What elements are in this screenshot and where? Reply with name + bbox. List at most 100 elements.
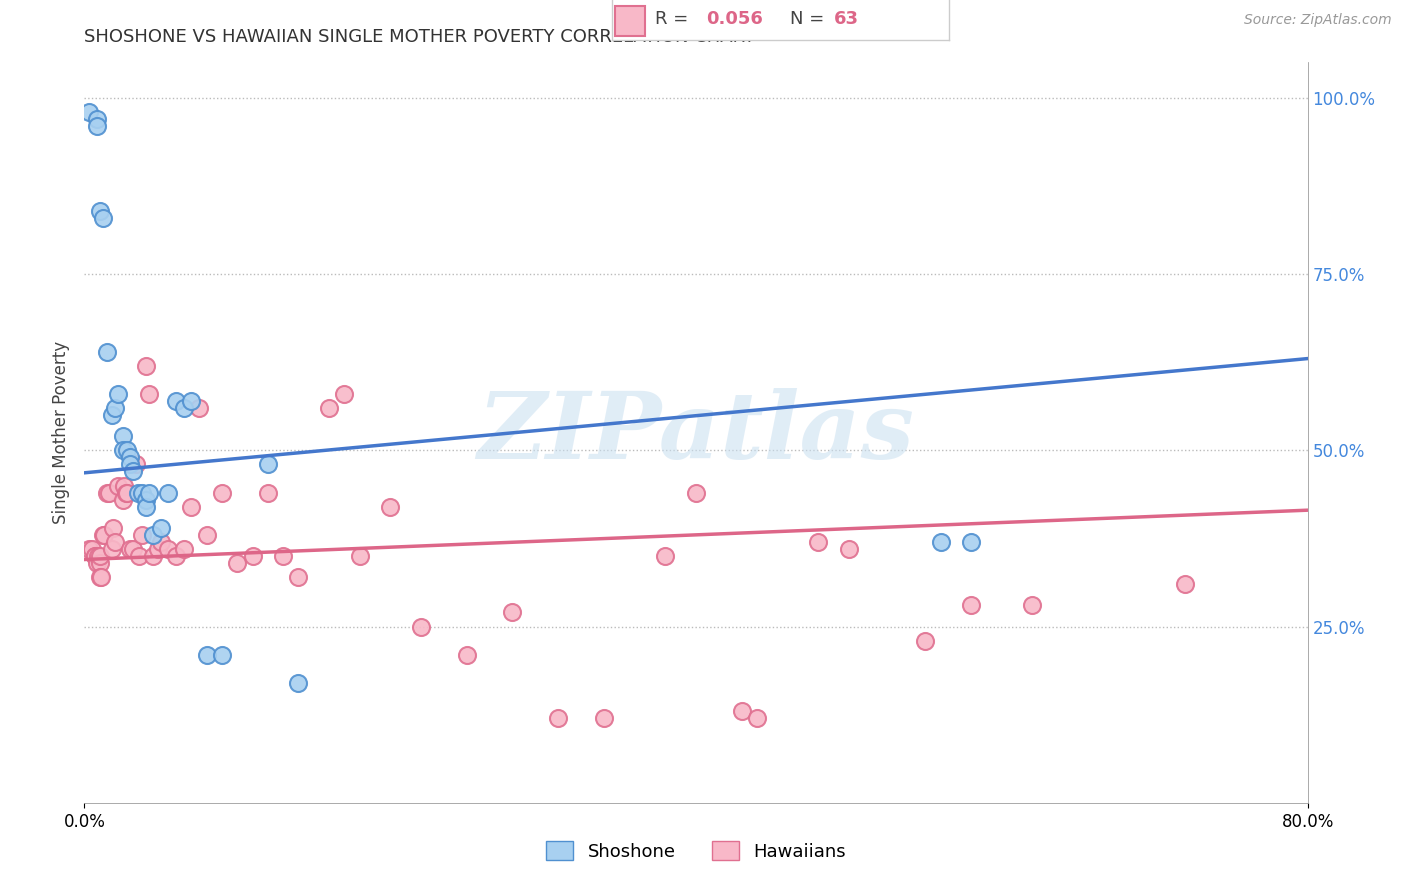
Point — [122, 541, 145, 556]
Point — [131, 528, 153, 542]
Point — [287, 676, 309, 690]
Point — [107, 478, 129, 492]
Point — [1021, 599, 1043, 613]
Point — [838, 541, 860, 556]
Point — [111, 429, 134, 443]
Point — [654, 549, 676, 563]
Text: R =: R = — [655, 11, 695, 29]
Point — [89, 549, 111, 563]
Point — [456, 648, 478, 662]
Bar — [614, 5, 645, 36]
Point — [502, 606, 524, 620]
Point — [157, 485, 180, 500]
Point — [120, 541, 142, 556]
Point — [111, 492, 134, 507]
Point — [89, 570, 111, 584]
Point — [125, 458, 148, 472]
Point — [77, 104, 100, 119]
Point — [257, 485, 280, 500]
Point — [188, 401, 211, 415]
Point — [101, 541, 124, 556]
Point — [104, 535, 127, 549]
Point — [349, 549, 371, 563]
Point — [211, 648, 233, 662]
Point — [157, 541, 180, 556]
Point — [149, 535, 172, 549]
Point — [226, 556, 249, 570]
Text: 63: 63 — [834, 11, 859, 29]
Point — [135, 492, 157, 507]
Point — [96, 485, 118, 500]
Legend: Shoshone, Hawaiians: Shoshone, Hawaiians — [538, 834, 853, 868]
Point — [149, 521, 172, 535]
Point — [90, 570, 112, 584]
Point — [115, 485, 138, 500]
Point — [127, 485, 149, 500]
Point — [120, 450, 142, 465]
Point — [138, 485, 160, 500]
Point — [122, 464, 145, 478]
Point — [135, 500, 157, 514]
Point — [111, 443, 134, 458]
Point — [138, 387, 160, 401]
Point — [747, 711, 769, 725]
Point — [242, 549, 264, 563]
Point — [84, 549, 107, 563]
Point — [173, 401, 195, 415]
Point — [101, 408, 124, 422]
Point — [86, 556, 108, 570]
Point — [131, 485, 153, 500]
Point — [115, 443, 138, 458]
Text: SHOSHONE VS HAWAIIAN SINGLE MOTHER POVERTY CORRELATION CHART: SHOSHONE VS HAWAIIAN SINGLE MOTHER POVER… — [84, 28, 755, 45]
Point — [257, 458, 280, 472]
Point — [104, 401, 127, 415]
Point — [807, 535, 830, 549]
Point — [195, 648, 218, 662]
Text: ZIPatlas: ZIPatlas — [478, 388, 914, 477]
Point — [731, 704, 754, 718]
Point — [96, 344, 118, 359]
Point — [211, 485, 233, 500]
Point — [112, 478, 135, 492]
Point — [1174, 577, 1197, 591]
Point — [165, 393, 187, 408]
Point — [318, 401, 340, 415]
Point — [91, 211, 114, 225]
Point — [960, 599, 983, 613]
Point — [180, 500, 202, 514]
Point — [97, 485, 120, 500]
Point — [380, 500, 402, 514]
Text: Source: ZipAtlas.com: Source: ZipAtlas.com — [1244, 13, 1392, 28]
Point — [960, 535, 983, 549]
Point — [593, 711, 616, 725]
Point — [333, 387, 356, 401]
Point — [142, 549, 165, 563]
Point — [146, 541, 169, 556]
Point — [135, 359, 157, 373]
Point — [914, 633, 936, 648]
Point — [547, 711, 569, 725]
Text: N =: N = — [790, 11, 831, 29]
Y-axis label: Single Mother Poverty: Single Mother Poverty — [52, 341, 70, 524]
Point — [91, 528, 114, 542]
Point — [93, 528, 115, 542]
Point — [409, 619, 432, 633]
Point — [103, 521, 125, 535]
Point — [89, 556, 111, 570]
Point — [165, 549, 187, 563]
Text: 0.056: 0.056 — [706, 11, 763, 29]
Point — [287, 570, 309, 584]
Point — [89, 203, 111, 218]
Point — [929, 535, 952, 549]
Point — [77, 541, 100, 556]
Point — [86, 119, 108, 133]
Point — [87, 549, 110, 563]
Point — [120, 458, 142, 472]
Point — [142, 528, 165, 542]
Point — [180, 393, 202, 408]
Point — [271, 549, 294, 563]
Point — [107, 387, 129, 401]
Point — [84, 549, 107, 563]
Point — [195, 528, 218, 542]
Point — [128, 549, 150, 563]
